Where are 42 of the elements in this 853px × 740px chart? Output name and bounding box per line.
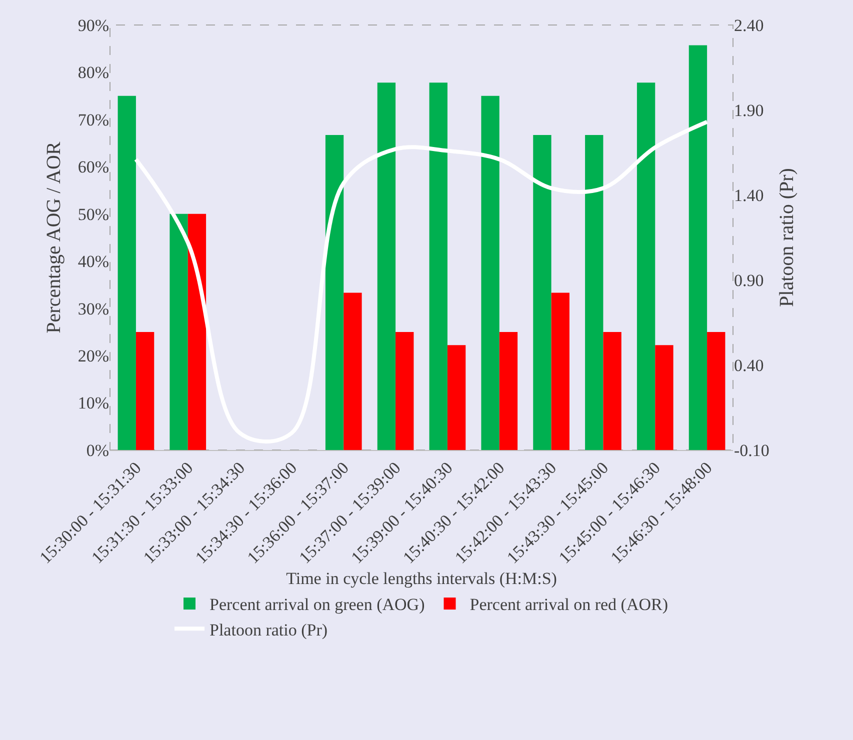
bar: [603, 332, 622, 450]
legend-label: Percent arrival on red (AOR): [470, 595, 668, 614]
y-tick-label: 20%: [78, 346, 109, 366]
bar: [136, 332, 154, 450]
y-tick-label: 0%: [86, 440, 109, 460]
x-axis-title: Time in cycle lengths intervals (H:M:S): [286, 569, 557, 588]
bar: [118, 96, 136, 450]
bar: [481, 96, 500, 450]
bar: [707, 332, 726, 450]
y2-tick-label: -0.10: [734, 440, 770, 460]
legend-label: Platoon ratio (Pr): [210, 620, 328, 640]
y-axis-title: Percentage AOG / AOR: [43, 141, 65, 334]
bar: [344, 292, 362, 450]
y2-tick-label: 2.40: [734, 16, 764, 35]
y-tick-label: 10%: [78, 394, 109, 413]
bar: [636, 82, 656, 450]
y2-tick-label: 0.40: [734, 356, 764, 375]
bar: [325, 135, 344, 450]
bar: [377, 82, 396, 450]
bar: [429, 82, 448, 450]
bar: [499, 332, 518, 450]
y-tick-label: 60%: [78, 158, 109, 177]
bar: [585, 135, 604, 450]
bar: [688, 45, 708, 450]
y2-tick-label: 1.90: [734, 100, 764, 120]
y-tick-label: 30%: [78, 299, 109, 318]
y2-tick-label: 1.40: [734, 186, 764, 205]
y-tick-label: 70%: [78, 110, 109, 130]
bar: [551, 292, 570, 450]
y-tick-label: 50%: [78, 204, 109, 224]
y2-tick-label: 0.90: [734, 270, 764, 290]
bar: [188, 214, 206, 450]
bar: [655, 345, 674, 450]
y-tick-label: 80%: [78, 63, 109, 82]
bar: [447, 345, 466, 450]
y2-axis-title: Platoon ratio (Pr): [776, 168, 798, 307]
bar: [533, 135, 552, 450]
legend-label: Percent arrival on green (AOG): [210, 595, 425, 614]
bar: [396, 332, 414, 450]
y-tick-label: 90%: [78, 16, 109, 35]
y-tick-label: 40%: [78, 252, 109, 272]
bar: [170, 214, 188, 450]
